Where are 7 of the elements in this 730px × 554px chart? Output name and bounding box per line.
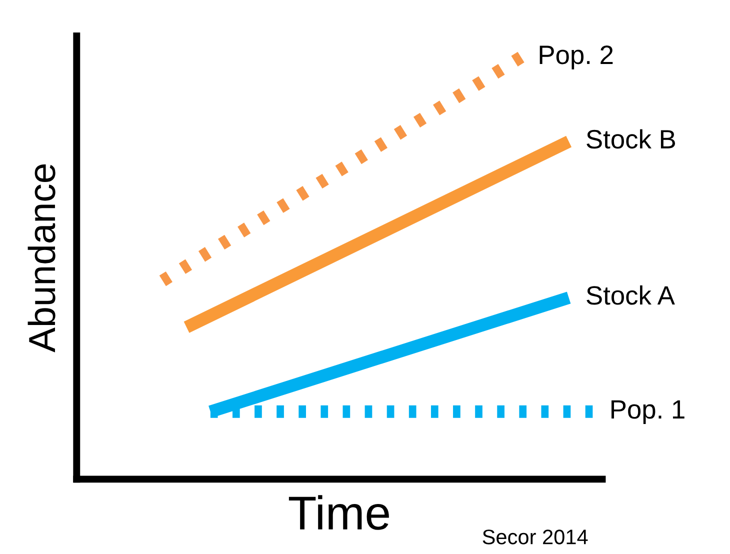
x-axis-title: Time [288, 495, 389, 530]
series-label: Stock A [586, 285, 675, 305]
series-label: Stock B [586, 129, 676, 149]
text: Secor 2014 [482, 530, 588, 544]
series-label: Pop. 1 [612, 400, 684, 424]
y-axis-title: Abundance [28, 164, 56, 352]
series-label: Pop. 2 [540, 46, 613, 70]
